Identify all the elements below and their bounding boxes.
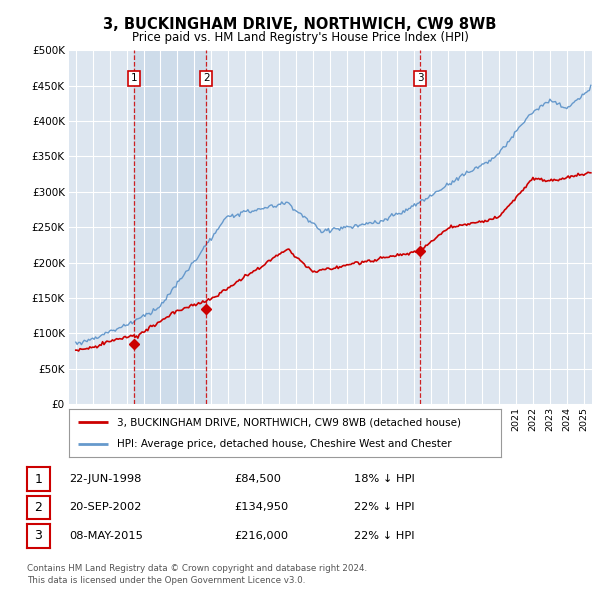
Text: 22% ↓ HPI: 22% ↓ HPI xyxy=(354,531,415,540)
Text: Contains HM Land Registry data © Crown copyright and database right 2024.
This d: Contains HM Land Registry data © Crown c… xyxy=(27,565,367,585)
Text: 20-SEP-2002: 20-SEP-2002 xyxy=(69,503,142,512)
Text: 08-MAY-2015: 08-MAY-2015 xyxy=(69,531,143,540)
Text: 22% ↓ HPI: 22% ↓ HPI xyxy=(354,503,415,512)
Text: 3, BUCKINGHAM DRIVE, NORTHWICH, CW9 8WB: 3, BUCKINGHAM DRIVE, NORTHWICH, CW9 8WB xyxy=(103,17,497,31)
Text: 3: 3 xyxy=(34,529,43,542)
Text: 2: 2 xyxy=(203,74,209,83)
Text: 1: 1 xyxy=(34,473,43,486)
Text: £134,950: £134,950 xyxy=(234,503,288,512)
Text: 18% ↓ HPI: 18% ↓ HPI xyxy=(354,474,415,484)
Text: £84,500: £84,500 xyxy=(234,474,281,484)
Text: £216,000: £216,000 xyxy=(234,531,288,540)
Text: 3: 3 xyxy=(417,74,424,83)
Text: Price paid vs. HM Land Registry's House Price Index (HPI): Price paid vs. HM Land Registry's House … xyxy=(131,31,469,44)
Text: HPI: Average price, detached house, Cheshire West and Chester: HPI: Average price, detached house, Ches… xyxy=(116,439,451,449)
Text: 2: 2 xyxy=(34,501,43,514)
Bar xyxy=(134,50,206,404)
Text: 3, BUCKINGHAM DRIVE, NORTHWICH, CW9 8WB (detached house): 3, BUCKINGHAM DRIVE, NORTHWICH, CW9 8WB … xyxy=(116,417,461,427)
Text: 22-JUN-1998: 22-JUN-1998 xyxy=(69,474,142,484)
Text: 1: 1 xyxy=(131,74,137,83)
